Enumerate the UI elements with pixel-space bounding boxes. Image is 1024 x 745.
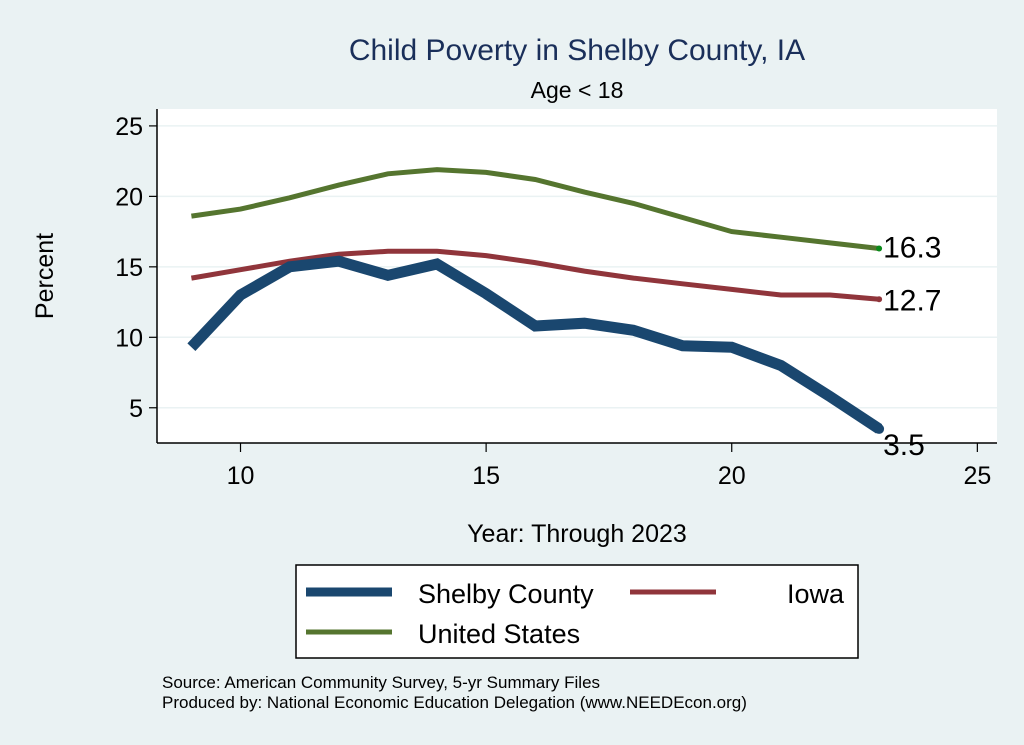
- legend-box: [295, 564, 859, 659]
- ticks: 5 10 15 20 25 10 15 20 25: [115, 113, 991, 490]
- end-label-shelby-county: 3.5: [883, 429, 925, 462]
- legend-label-iowa: Iowa: [787, 579, 845, 609]
- y-tick-label-15: 15: [115, 254, 143, 282]
- end-label-iowa: 12.7: [883, 284, 941, 317]
- x-axis-title: Year: Through 2023: [467, 520, 687, 548]
- y-tick-label-25: 25: [115, 113, 143, 141]
- series-line-united-states: [191, 167, 880, 251]
- x-tick-label-20: 20: [718, 462, 746, 490]
- plot-area: [157, 109, 997, 443]
- y-tick-label-10: 10: [115, 324, 143, 352]
- series-lines: [187, 167, 885, 434]
- end-marker-shelby-county: [874, 423, 885, 434]
- x-tick-label-25: 25: [963, 462, 991, 490]
- producer-note: Produced by: National Economic Education…: [162, 693, 747, 712]
- end-marker-united-states: [876, 245, 883, 252]
- source-note: Source: American Community Survey, 5-yr …: [162, 673, 600, 692]
- series-line-shelby-county: [187, 255, 883, 434]
- y-tick-label-20: 20: [115, 183, 143, 211]
- legend: Shelby County Iowa United States: [295, 564, 859, 659]
- end-labels: 16.3 12.7 3.5: [883, 232, 941, 462]
- end-label-united-states: 16.3: [883, 232, 941, 265]
- chart-title: Child Poverty in Shelby County, IA: [349, 34, 805, 67]
- y-axis-title: Percent: [31, 233, 59, 319]
- chart-subtitle: Age < 18: [531, 77, 624, 103]
- legend-label-united-states: United States: [418, 619, 580, 649]
- y-tick-label-5: 5: [129, 395, 143, 423]
- end-marker-iowa: [876, 296, 883, 303]
- legend-label-shelby-county: Shelby County: [418, 579, 594, 609]
- series-line-iowa: [190, 248, 880, 302]
- x-tick-label-10: 10: [227, 462, 255, 490]
- x-tick-label-15: 15: [472, 462, 500, 490]
- axes: [156, 109, 997, 444]
